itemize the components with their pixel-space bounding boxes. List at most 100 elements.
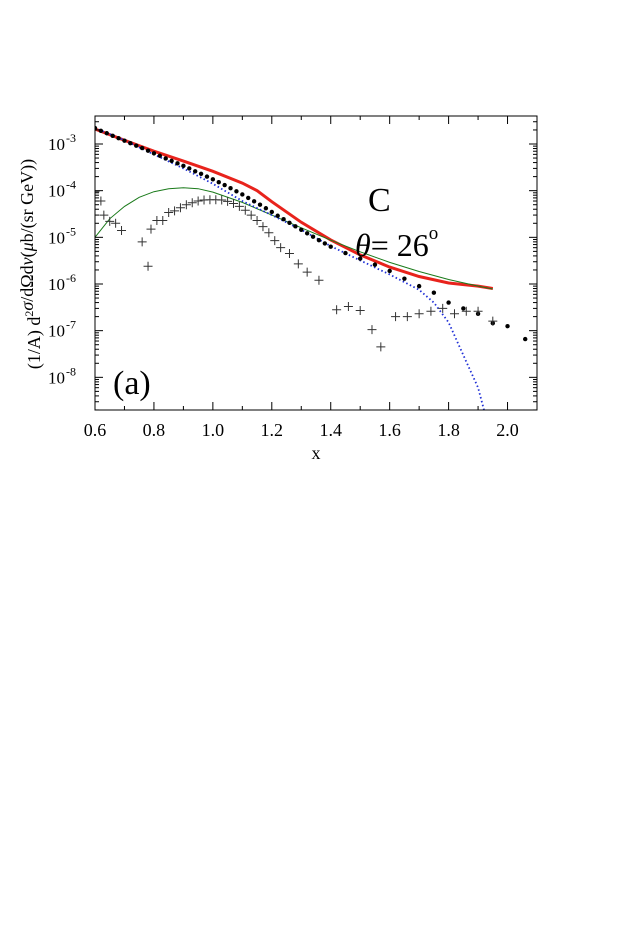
angle-symbol: θ bbox=[355, 227, 371, 263]
angle-value: = 26 bbox=[371, 227, 429, 263]
data-point-dot bbox=[151, 151, 157, 156]
data-point-dot bbox=[461, 306, 466, 311]
data-point-dot bbox=[210, 177, 216, 182]
data-point-plus bbox=[223, 196, 233, 206]
data-point-plus bbox=[137, 237, 147, 247]
data-point-plus bbox=[117, 226, 127, 236]
data-point-dot bbox=[187, 166, 192, 171]
y-axis-label-part: 2 bbox=[22, 311, 36, 317]
series-solid-thin-line bbox=[95, 187, 493, 290]
y-axis-label-part: σ bbox=[17, 301, 37, 311]
data-point-plus bbox=[170, 206, 180, 216]
x-tick-label: 1.6 bbox=[378, 420, 401, 440]
y-axis-label-part: b/(sr GeV)) bbox=[17, 159, 38, 242]
angle-label: θ= 26o bbox=[355, 223, 438, 263]
plot-frame bbox=[94, 115, 538, 411]
data-point-plus bbox=[181, 200, 191, 210]
data-point-plus bbox=[293, 259, 303, 269]
data-point-plus bbox=[438, 303, 448, 313]
data-point-dot bbox=[139, 145, 145, 151]
data-point-dot bbox=[257, 202, 263, 207]
data-point-dot bbox=[287, 220, 292, 225]
data-point-dot bbox=[505, 323, 510, 329]
y-axis-label: (1/A) d2σ/dΩdν(μb/(sr GeV)) bbox=[17, 159, 45, 369]
data-point-plus bbox=[449, 309, 459, 319]
data-point-plus bbox=[175, 203, 185, 213]
data-point-plus bbox=[367, 325, 377, 335]
data-point-plus bbox=[343, 301, 353, 311]
data-point-plus bbox=[252, 215, 262, 225]
data-point-dot bbox=[246, 195, 251, 201]
data-point-plus bbox=[111, 218, 121, 228]
x-tick-label: 1.4 bbox=[319, 420, 342, 440]
data-point-plus bbox=[264, 228, 274, 238]
x-tick-label: 0.6 bbox=[84, 420, 107, 440]
data-point-dot bbox=[358, 256, 363, 261]
data-point-plus bbox=[314, 275, 324, 285]
x-tick-label: 2.0 bbox=[496, 420, 519, 440]
data-point-plus bbox=[95, 187, 100, 197]
data-point-plus bbox=[376, 342, 386, 352]
plot-series bbox=[95, 125, 528, 410]
data-point-plus bbox=[146, 224, 156, 234]
y-axis-label-part: ( bbox=[17, 251, 38, 257]
y-axis-label-part: (1/A) d bbox=[24, 317, 45, 370]
data-point-dot bbox=[310, 234, 316, 239]
data-point-plus bbox=[217, 195, 227, 205]
y-tick-label: 10-8 bbox=[48, 364, 76, 387]
data-point-dot bbox=[328, 244, 333, 249]
x-axis-label: x bbox=[312, 443, 321, 463]
data-point-plus bbox=[234, 201, 244, 211]
y-tick-label: 10-4 bbox=[48, 178, 76, 201]
data-point-dot bbox=[204, 174, 210, 179]
data-point-plus bbox=[473, 306, 483, 316]
data-point-dot bbox=[299, 227, 304, 233]
y-axis-label-part: /dΩd bbox=[17, 265, 37, 301]
data-point-dot bbox=[523, 336, 528, 342]
data-point-dot bbox=[416, 283, 422, 289]
y-axis-label-part: μ bbox=[17, 242, 37, 252]
data-point-plus bbox=[391, 312, 401, 322]
data-point-plus bbox=[193, 196, 203, 206]
y-tick-label: 10-5 bbox=[48, 224, 76, 247]
data-point-dot bbox=[175, 161, 180, 166]
x-tick-label: 1.8 bbox=[437, 420, 460, 440]
data-point-dot bbox=[181, 163, 186, 169]
data-point-dot bbox=[228, 185, 233, 191]
data-point-plus bbox=[258, 222, 268, 232]
data-point-dot bbox=[163, 156, 168, 161]
panel-label: (a) bbox=[113, 365, 151, 402]
data-point-dot bbox=[446, 300, 451, 305]
x-tick-label: 1.2 bbox=[261, 420, 284, 440]
data-point-plus bbox=[270, 236, 280, 246]
data-point-dot bbox=[343, 250, 348, 256]
data-point-plus bbox=[461, 306, 471, 316]
data-point-dot bbox=[134, 143, 139, 148]
data-point-plus bbox=[158, 215, 168, 225]
axis-ticks: 0.6 0.8 1.0 1.2 1.4 1.6 1.8 2.0 10-3 10-4 10-5 10-6… bbox=[48, 116, 538, 440]
series-dotted-line bbox=[95, 127, 485, 410]
series-solid-thick-line bbox=[95, 127, 494, 290]
data-point-plus bbox=[488, 316, 498, 326]
data-point-dot bbox=[304, 231, 310, 236]
data-point-dot bbox=[145, 148, 151, 153]
data-point-plus bbox=[302, 267, 312, 277]
data-point-dot bbox=[110, 133, 115, 138]
x-tick-label: 0.8 bbox=[143, 420, 166, 440]
data-point-plus bbox=[105, 216, 115, 226]
data-point-dot bbox=[293, 224, 298, 229]
data-point-dot bbox=[431, 290, 437, 295]
data-point-dot bbox=[222, 182, 227, 188]
data-point-dot bbox=[169, 158, 174, 164]
data-point-plus bbox=[332, 305, 342, 315]
data-point-plus bbox=[240, 205, 250, 215]
data-point-dot bbox=[387, 268, 392, 274]
data-point-dot bbox=[251, 199, 257, 204]
data-point-dot bbox=[402, 276, 407, 281]
data-point-plus bbox=[99, 210, 109, 220]
data-point-dot bbox=[95, 125, 98, 131]
angle-degree: o bbox=[429, 223, 439, 244]
data-point-dot bbox=[116, 136, 121, 141]
data-point-dot bbox=[240, 192, 245, 197]
